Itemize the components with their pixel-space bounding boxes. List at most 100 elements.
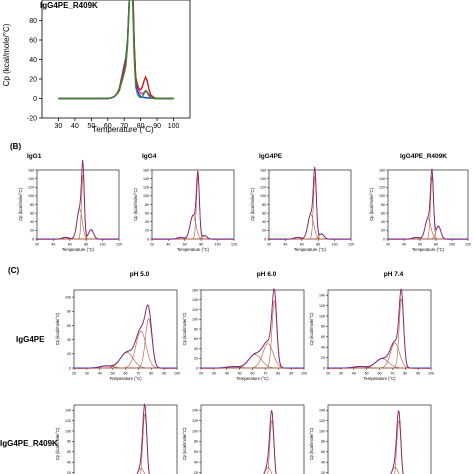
panel-c-row1-plot-2-ylabel: Cp (kcal/mole/°C) xyxy=(309,312,314,345)
panel-c-row1-plot-2-ytick-label: 120 xyxy=(319,304,325,308)
panel-a-xtick-label: 60 xyxy=(104,123,112,130)
panel-b-plot-3-ytick-label: 160 xyxy=(379,168,385,172)
panel-c-row2-plot-0-component-peak xyxy=(140,414,150,474)
panel-a-ytick-label: -20 xyxy=(27,116,37,123)
panel-b-plot-1: 20 40 60 80 100 120020406080100120140160Tempe… xyxy=(133,168,237,252)
panel-c-plots: pH 5.0 pH 6.0 pH 7.420 30 40 50 60 70 80 90 100020… xyxy=(55,271,434,474)
panel-c-row1-plot-2: 20 30 40 50 60 70 80 90 100020406080100120140Tem… xyxy=(309,288,434,381)
panel-c-row1-plot-0-ytick-label: 40 xyxy=(67,338,71,342)
panel-c-row1-plot-1-component-peak xyxy=(201,354,304,369)
panel-c-row1-plot-0-ytick-label: 60 xyxy=(67,324,71,328)
panel-c-row2-plot-1-component-peak xyxy=(263,467,273,474)
panel-c-row1-plot-0-ytick-label: 0 xyxy=(69,366,71,370)
panel-c-row1-plot-1-xtick-label: 50 xyxy=(238,372,242,376)
panel-b-plot-1-fit-curve xyxy=(152,171,234,240)
panel-c-row2-plot-0: 2030405060708090100020406080100120140Tem… xyxy=(55,402,178,474)
panel-b-plot-0-ytick-label: 140 xyxy=(28,177,34,181)
panel-b-plot-3-xtick-label: 60 xyxy=(418,243,422,247)
panel-b-plot-3-ytick-label: 20 xyxy=(381,229,385,233)
panel-b-plot-2: 20 40 60 80 100 120020406080100120140160Tempe… xyxy=(250,166,354,252)
panel-c-row1-plot-2-fit-curve xyxy=(328,289,431,369)
panel-c-row1-plot-0-xtick-label: 20 xyxy=(72,372,76,376)
panel-a-ytick-label: 0 xyxy=(33,96,37,103)
panel-c-row1-plot-2-xtick-label: 70 xyxy=(390,372,394,376)
panel-b-plot-2-ytick-label: 0 xyxy=(264,237,266,241)
panel-a-xtick-label: 40 xyxy=(71,123,79,130)
panel-c-row1-plot-0-xtick-label: 50 xyxy=(111,372,115,376)
panel-b-label: (B) xyxy=(10,142,21,151)
panel-c-row1-plot-2-xtick-label: 50 xyxy=(365,372,369,376)
panel-b-plot-2-ylabel: Cp (kcal/mole/°C) xyxy=(250,187,255,220)
panel-c-row2-plot-2-ytick-label: 60 xyxy=(321,450,325,454)
panel-b-plot-2-fit-curve xyxy=(269,167,351,240)
panel-b-plot-1-xlabel: Temperature (°C) xyxy=(177,247,210,252)
panel-b-plot-1-component-peak xyxy=(152,176,234,240)
panel-c-row1-plot-2-xlabel: Temperature (°C) xyxy=(363,376,396,381)
panel-c-row1-plot-1-ytick-label: 0 xyxy=(196,366,198,370)
panel-a-series-line xyxy=(58,0,174,100)
panel-a-series-line xyxy=(58,0,174,100)
panel-c-row1-plot-0-ylabel: Cp (kcal/mole/°C) xyxy=(55,312,60,345)
panel-b-plot-3-ytick-label: 60 xyxy=(381,211,385,215)
panel-a-frame xyxy=(41,0,191,119)
panel-c-row1-plot-0-xtick-label: 60 xyxy=(124,372,128,376)
panel-c-row2-plot-2-component-peak xyxy=(390,467,400,474)
panel-c-row2-plot-2-frame xyxy=(327,404,432,474)
panel-c-row1-plot-1-xtick-label: 60 xyxy=(251,372,255,376)
panel-a-xtick-label: 50 xyxy=(87,123,95,130)
panel-c-row1-plot-0-component-peak xyxy=(74,317,177,369)
panel-b-plot-1-xtick-label: 60 xyxy=(183,243,187,247)
panel-a-axes: 30 40 50 60 70 80 90 100 -20 0 20 40 60 80 xyxy=(27,0,191,130)
panel-c-col-title-0: pH 5.0 xyxy=(130,271,150,278)
panel-b-plot-2-xtick-label: 100 xyxy=(332,243,338,247)
panel-b-plot-0-ytick-label: 80 xyxy=(30,203,34,207)
panel-c-row1-plot-1-xtick-label: 90 xyxy=(289,372,293,376)
panel-c: (C) IgG4PE IgG4PE_R409K pH 5.0 pH 6.0 pH 7… xyxy=(0,266,434,474)
panel-c-row1-plot-0-xtick-label: 100 xyxy=(174,372,180,376)
panel-c-row2-plot-0-ytick-label: 80 xyxy=(67,440,71,444)
panel-b-plot-3-total-curve xyxy=(388,168,468,240)
panel-c-row2-plot-2-total-curve xyxy=(390,410,404,474)
panel-b-plot-3-xlabel: Temperature (°C) xyxy=(412,247,445,252)
panel-c-row1-plot-1-ytick-label: 60 xyxy=(194,337,198,341)
panel-b-plot-1-ytick-label: 0 xyxy=(147,237,149,241)
panel-a-xlabel: Temperature (°C) xyxy=(92,125,154,134)
panel-c-row1-plot-1-xtick-label: 70 xyxy=(263,372,267,376)
panel-b-plot-1-xtick-label: 80 xyxy=(199,243,203,247)
panel-b-plot-2-ytick-label: 40 xyxy=(262,220,266,224)
panel-b-plot-1-ytick-label: 120 xyxy=(143,186,149,190)
panel-c-row1-plot-0-ytick-label: 100 xyxy=(65,295,71,299)
panel-c-row1-plot-1-xtick-label: 100 xyxy=(301,372,307,376)
panel-c-row2-plot-1-ytick-label: 20 xyxy=(194,471,198,474)
panel-c-row1-plot-1-xtick-label: 20 xyxy=(199,372,203,376)
panel-c-row1-plot-1-ytick-label: 80 xyxy=(194,327,198,331)
panel-b-plot-1-ytick-label: 40 xyxy=(145,220,149,224)
panel-c-row2-title: IgG4PE_R409K xyxy=(0,439,58,448)
panel-c-row1-plot-0-xtick-label: 30 xyxy=(85,372,89,376)
panel-b-plot-0-total-curve xyxy=(37,159,119,240)
panel-c-row1-plot-2-xtick-label: 30 xyxy=(339,372,343,376)
panel-c-row1-plot-2-xtick-label: 60 xyxy=(378,372,382,376)
panel-c-row2-plot-0-ytick-label: 100 xyxy=(65,429,71,433)
panel-c-row1-plot-2-component-peak xyxy=(328,298,431,369)
panel-b-plot-1-ylabel: Cp (kcal/mole/°C) xyxy=(133,187,138,220)
panel-c-row1-plot-1-frame xyxy=(200,289,305,369)
panel-b-plot-0-xtick-label: 120 xyxy=(116,243,122,247)
panel-a-xtick-label: 90 xyxy=(153,123,161,130)
panel-c-row1-plot-1-ytick-label: 100 xyxy=(192,318,198,322)
panel-b-plot-0-xtick-label: 60 xyxy=(68,243,72,247)
panel-b-plot-3-ylabel: Cp (kcal/mole/°C) xyxy=(369,187,374,220)
panel-c-row2-plot-0-total-curve xyxy=(136,402,150,474)
panel-b-plot-2-xtick-label: 60 xyxy=(300,243,304,247)
panel-a-xtick-label: 100 xyxy=(168,123,180,130)
panel-c-row1-plot-2-xtick-label: 100 xyxy=(428,372,434,376)
panel-c-row1-plot-2-ytick-label: 140 xyxy=(319,294,325,298)
panel-c-row1-plot-1-ytick-label: 120 xyxy=(192,308,198,312)
panel-b-plot-3-xtick-label: 100 xyxy=(449,243,455,247)
panel-c-row2-plot-2-component-peak xyxy=(394,420,404,474)
panel-a-ytick-label: 40 xyxy=(29,57,37,64)
panel-b-plot-1-ytick-label: 80 xyxy=(145,203,149,207)
panel-c-row2-plot-1-ytick-label: 80 xyxy=(194,440,198,444)
panel-c-row2-plot-1-total-curve xyxy=(263,410,277,474)
